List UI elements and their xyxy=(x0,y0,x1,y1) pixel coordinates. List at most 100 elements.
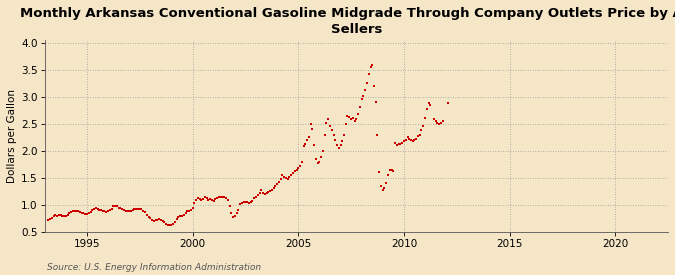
Point xyxy=(173,215,184,219)
Point xyxy=(388,169,399,174)
Point xyxy=(425,103,436,107)
Point xyxy=(231,211,242,215)
Point xyxy=(392,143,402,148)
Point xyxy=(163,223,173,227)
Point xyxy=(330,138,341,142)
Point xyxy=(133,207,144,211)
Point xyxy=(331,143,342,148)
Point xyxy=(51,213,62,218)
Point xyxy=(294,164,305,168)
Point xyxy=(259,192,270,196)
Point xyxy=(352,112,363,116)
Point xyxy=(354,105,365,110)
Point xyxy=(143,214,154,219)
Point xyxy=(235,202,246,206)
Point xyxy=(328,132,339,137)
Point xyxy=(103,209,113,213)
Point xyxy=(154,217,165,222)
Point xyxy=(47,216,57,220)
Point xyxy=(293,166,304,170)
Point xyxy=(233,208,244,212)
Point xyxy=(168,222,179,226)
Point xyxy=(252,193,263,197)
Point xyxy=(443,101,454,105)
Point xyxy=(126,208,136,213)
Point xyxy=(296,159,307,164)
Point xyxy=(199,195,210,199)
Point xyxy=(196,198,207,203)
Point xyxy=(128,208,138,212)
Point xyxy=(124,209,134,213)
Point xyxy=(152,218,163,222)
Point xyxy=(304,135,315,139)
Point xyxy=(298,144,309,148)
Point xyxy=(360,88,371,92)
Point xyxy=(230,213,240,218)
Point xyxy=(408,139,418,143)
Point xyxy=(57,213,68,218)
Point xyxy=(189,201,200,205)
Point xyxy=(96,208,107,212)
Point xyxy=(171,217,182,221)
Point xyxy=(210,197,221,202)
Point xyxy=(404,137,414,141)
Point xyxy=(249,196,260,200)
Point xyxy=(272,182,283,186)
Point xyxy=(215,194,226,199)
Point xyxy=(78,211,88,216)
Point xyxy=(337,139,348,143)
Point xyxy=(166,223,177,227)
Point xyxy=(108,204,119,209)
Point xyxy=(247,199,258,203)
Point xyxy=(244,200,254,205)
Point xyxy=(409,138,420,142)
Point xyxy=(284,175,295,179)
Point xyxy=(205,197,215,202)
Point xyxy=(288,171,298,176)
Point xyxy=(367,63,377,67)
Title: Monthly Arkansas Conventional Gasoline Midgrade Through Company Outlets Price by: Monthly Arkansas Conventional Gasoline M… xyxy=(20,7,675,36)
Point xyxy=(242,200,252,204)
Point xyxy=(384,167,395,172)
Point xyxy=(326,128,337,132)
Point xyxy=(323,117,333,122)
Point xyxy=(317,148,328,153)
Point xyxy=(265,189,275,193)
Point xyxy=(140,210,151,214)
Point xyxy=(321,120,331,125)
Point xyxy=(131,207,142,211)
Point xyxy=(175,214,186,218)
Point xyxy=(212,196,223,200)
Point xyxy=(92,207,103,211)
Point xyxy=(342,113,353,118)
Point xyxy=(414,132,425,137)
Point xyxy=(111,204,122,209)
Point xyxy=(148,218,159,223)
Point xyxy=(344,115,355,119)
Point xyxy=(161,222,171,226)
Point xyxy=(411,137,422,141)
Point xyxy=(258,191,269,195)
Point xyxy=(226,211,237,215)
Point xyxy=(221,196,232,200)
Point xyxy=(362,81,373,85)
Point xyxy=(87,208,98,212)
Point xyxy=(273,180,284,184)
Point xyxy=(281,175,292,180)
Point xyxy=(55,212,66,217)
Point xyxy=(432,120,443,125)
Point xyxy=(346,117,356,122)
Point xyxy=(365,65,376,69)
Point xyxy=(268,185,279,190)
Point xyxy=(194,197,205,202)
Point xyxy=(376,184,387,188)
Point xyxy=(316,155,327,160)
Point xyxy=(60,213,71,218)
Point xyxy=(381,181,392,185)
Point xyxy=(267,188,277,192)
Point xyxy=(48,213,59,218)
Point xyxy=(270,184,281,188)
Point xyxy=(406,138,416,142)
Point xyxy=(386,167,397,172)
Point xyxy=(71,209,82,213)
